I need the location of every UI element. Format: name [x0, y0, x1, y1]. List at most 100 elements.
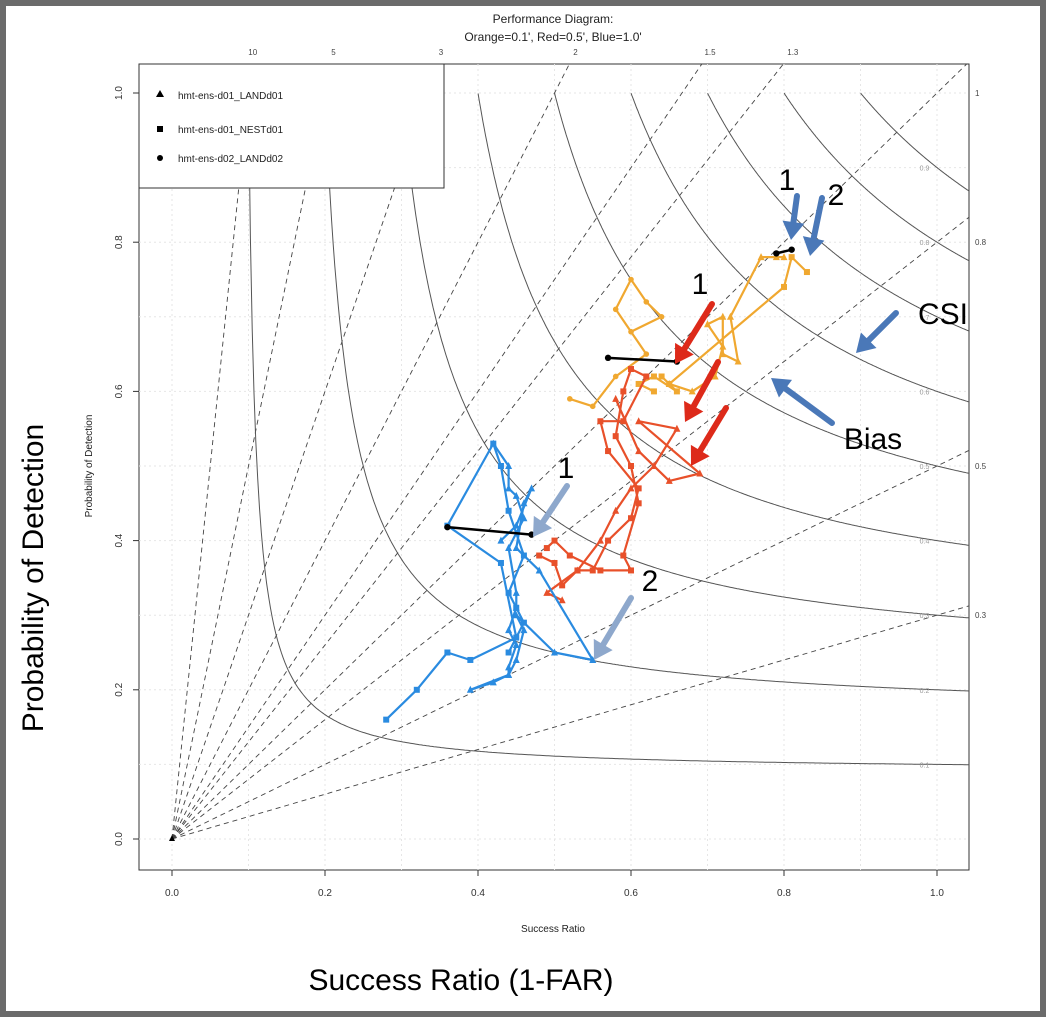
series-point — [559, 582, 566, 589]
arrow-head — [856, 332, 877, 353]
x-ticks: 0.0 0.2 0.4 0.6 0.8 1.0 — [165, 870, 944, 899]
series-point — [444, 649, 451, 656]
arrow-head — [690, 444, 710, 466]
bias-label: 0.8 — [975, 238, 987, 247]
arrow-csi — [856, 310, 899, 353]
series-point — [596, 536, 604, 544]
series-point — [620, 552, 627, 559]
series-point — [536, 552, 543, 559]
legend-triangle-marker — [156, 90, 164, 97]
series-point — [650, 388, 657, 395]
series-point — [513, 634, 520, 641]
bias-label: 1.5 — [704, 48, 716, 57]
y-tick-label: 0.2 — [114, 682, 125, 696]
series-point — [597, 567, 604, 574]
csi-label: 0.7 — [920, 315, 930, 322]
arrow-head — [533, 515, 553, 537]
series-point — [512, 611, 520, 619]
series-point — [628, 515, 634, 522]
series-point — [558, 596, 566, 604]
annotation-label-csi: CSI — [918, 298, 968, 331]
arrow-shaft — [810, 195, 825, 242]
series-point — [551, 537, 558, 544]
bias-lines — [171, 64, 969, 840]
series-point — [497, 463, 504, 469]
series-point — [658, 373, 665, 380]
series-point — [490, 440, 497, 447]
series-point — [543, 545, 550, 552]
series-point — [520, 626, 528, 634]
series-point — [719, 312, 727, 320]
bias-line — [171, 64, 784, 840]
series-line — [538, 367, 648, 587]
arrow-head — [802, 236, 825, 256]
series-point — [512, 588, 520, 596]
series-point — [505, 544, 513, 552]
series-point — [566, 552, 573, 559]
series-point — [711, 372, 719, 380]
arrow-shaft — [782, 385, 835, 426]
arrow-shaft — [600, 595, 634, 648]
arrow-shaft — [690, 359, 721, 410]
series-point — [497, 536, 505, 544]
x-tick-label: 0.8 — [777, 888, 791, 899]
arrow-shaft — [865, 310, 899, 344]
csi-labels: 0.1 0.2 0.3 0.4 0.5 0.6 0.7 0.8 0.9 — [920, 166, 930, 770]
series-point — [512, 641, 520, 649]
arrow-shaft — [681, 301, 715, 352]
black-segment — [447, 525, 532, 536]
series-point — [673, 388, 680, 395]
series-point — [535, 566, 543, 574]
csi-label: 0.1 — [920, 762, 930, 769]
series-point — [589, 655, 597, 663]
series-point — [605, 537, 612, 544]
csi-curve — [783, 92, 969, 262]
series-point — [803, 269, 810, 276]
data-series — [169, 253, 810, 841]
series-point — [696, 469, 704, 477]
series-point — [505, 462, 513, 469]
black-segment-point — [604, 354, 612, 362]
csi-curve — [860, 92, 969, 192]
series-point — [635, 417, 643, 425]
series-point — [466, 685, 474, 693]
bias-line — [171, 216, 969, 840]
chart-title-line1: Performance Diagram: — [493, 12, 614, 26]
arrow-shaft — [697, 405, 729, 454]
bias-label: 5 — [331, 48, 336, 57]
bias-line — [171, 64, 438, 840]
arrow-1-red-a — [675, 301, 715, 364]
series-point — [620, 388, 627, 395]
y-tick-label: 0.0 — [114, 832, 125, 846]
arrow-bias — [771, 378, 835, 426]
series-point — [635, 485, 642, 492]
series-point — [467, 656, 474, 663]
series-point — [772, 253, 780, 261]
black-segment-point — [444, 523, 451, 531]
legend-box — [138, 63, 445, 189]
series-point — [597, 418, 604, 425]
legend-square-marker — [157, 126, 163, 132]
arrow-2-top — [802, 195, 825, 256]
legend: hmt-ens-d01_LANDd01 hmt-ens-d01_NESTd01 … — [138, 63, 445, 189]
legend-label-nestd01: hmt-ens-d01_NESTd01 — [178, 125, 283, 136]
y-tick-label: 0.8 — [114, 235, 125, 249]
series-point — [551, 559, 558, 566]
bias-label: 3 — [439, 48, 444, 57]
series-point — [567, 396, 573, 402]
series-point — [665, 476, 673, 484]
arrow-1-red-b — [684, 359, 721, 422]
black-segments — [444, 246, 795, 538]
csi-curve — [248, 100, 969, 766]
bias-line — [171, 64, 570, 840]
legend-label-landd02: hmt-ens-d02_LANDd02 — [178, 154, 283, 165]
x-tick-label: 0.4 — [471, 888, 485, 899]
series-point — [520, 619, 527, 626]
black-segment-point — [773, 250, 780, 257]
annotation-label-1-top: 1 — [779, 164, 796, 197]
annotation-label-1-red: 1 — [692, 268, 709, 301]
series-point — [605, 448, 612, 455]
series-point — [635, 500, 642, 507]
x-tick-label: 1.0 — [930, 888, 944, 899]
series-point — [528, 484, 536, 492]
